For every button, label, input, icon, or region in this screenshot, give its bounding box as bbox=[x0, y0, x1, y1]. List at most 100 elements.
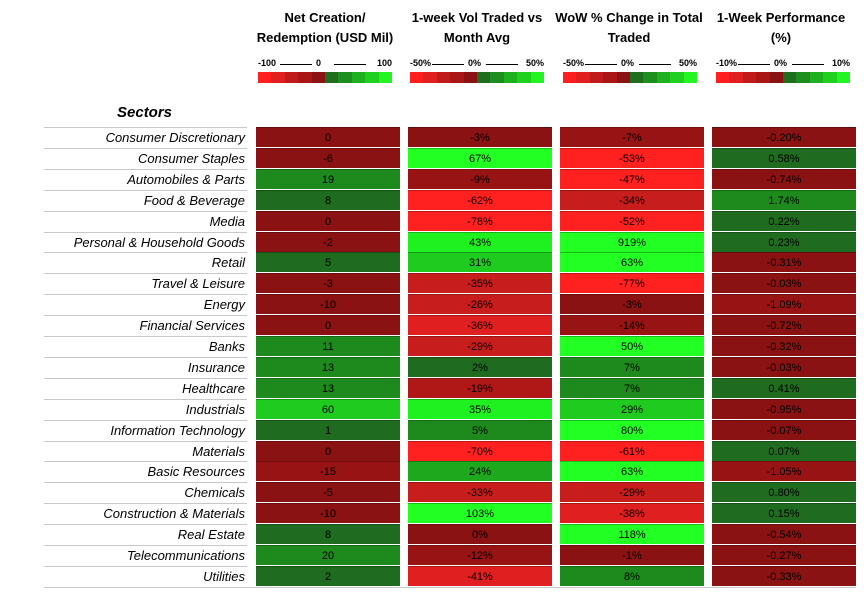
sector-label: Materials bbox=[44, 441, 247, 461]
heatmap-cell: -0.54% bbox=[712, 524, 856, 544]
scale-swatch bbox=[563, 72, 577, 83]
heatmap-cell: 118% bbox=[560, 524, 704, 544]
heatmap-cell: 7% bbox=[560, 357, 704, 377]
scale-swatch bbox=[823, 72, 837, 83]
heatmap-cell: -1% bbox=[560, 545, 704, 565]
heatmap-cell: 1 bbox=[256, 420, 400, 440]
column-header: Net Creation/ Redemption (USD Mil) bbox=[256, 10, 394, 45]
heatmap-cell: -47% bbox=[560, 169, 704, 189]
scale-tick-label: -50% bbox=[410, 58, 432, 68]
scale-swatch bbox=[670, 72, 684, 83]
scale-swatch bbox=[258, 72, 272, 83]
scale-tick-label: -10% bbox=[716, 58, 738, 68]
heatmap-cell: 0.07% bbox=[712, 441, 856, 461]
sector-label: Energy bbox=[44, 294, 247, 314]
scale-swatch bbox=[783, 72, 797, 83]
heatmap-cell: 2 bbox=[256, 566, 400, 586]
heatmap-cell: 0.80% bbox=[712, 482, 856, 502]
heatmap-cell: -10 bbox=[256, 294, 400, 314]
scale-arrow-right bbox=[486, 64, 518, 65]
heatmap-cell: -6 bbox=[256, 148, 400, 168]
heatmap-cell: -61% bbox=[560, 441, 704, 461]
heatmap-cell: -12% bbox=[408, 545, 552, 565]
heatmap-cell: -78% bbox=[408, 211, 552, 231]
heatmap-cell: 19 bbox=[256, 169, 400, 189]
scale-swatch bbox=[450, 72, 464, 83]
scale-swatch bbox=[809, 72, 824, 83]
scale-gradient-bar bbox=[563, 72, 698, 83]
scale-swatch bbox=[589, 72, 604, 83]
heatmap-cell: -26% bbox=[408, 294, 552, 314]
heatmap-cell: 0 bbox=[256, 441, 400, 461]
scale-arrow-right bbox=[639, 64, 671, 65]
sector-label: Chemicals bbox=[44, 482, 247, 502]
heatmap-cell: 103% bbox=[408, 503, 552, 523]
column-header: WoW % Change in Total Traded bbox=[555, 10, 703, 45]
heatmap-cell: 13 bbox=[256, 357, 400, 377]
heatmap-cell: 0 bbox=[256, 315, 400, 335]
heatmap-cell: 0.58% bbox=[712, 148, 856, 168]
color-scale: -50% 0% 50% bbox=[410, 58, 545, 84]
heatmap-cell: 63% bbox=[560, 461, 704, 481]
heatmap-cell: -53% bbox=[560, 148, 704, 168]
scale-swatch bbox=[351, 72, 366, 83]
heatmap-cell: 50% bbox=[560, 336, 704, 356]
heatmap-cell: -29% bbox=[560, 482, 704, 502]
scale-gradient-bar bbox=[716, 72, 851, 83]
scale-gradient-bar bbox=[258, 72, 393, 83]
heatmap-cell: -62% bbox=[408, 190, 552, 210]
scale-swatch bbox=[298, 72, 312, 83]
scale-arrow-left bbox=[280, 64, 312, 65]
scale-swatch bbox=[365, 72, 379, 83]
heatmap-cell: 24% bbox=[408, 461, 552, 481]
heatmap-cell: -0.32% bbox=[712, 336, 856, 356]
heatmap-cell: -38% bbox=[560, 503, 704, 523]
heatmap-cell: -41% bbox=[408, 566, 552, 586]
heatmap-cell: 919% bbox=[560, 232, 704, 252]
heatmap-cell: 0 bbox=[256, 211, 400, 231]
scale-swatch bbox=[742, 72, 757, 83]
scale-arrow-right bbox=[334, 64, 366, 65]
heatmap-cell: -0.03% bbox=[712, 357, 856, 377]
scale-swatch bbox=[716, 72, 730, 83]
heatmap-cell: -77% bbox=[560, 273, 704, 293]
scale-arrow-left bbox=[585, 64, 617, 65]
heatmap-cell: 0.41% bbox=[712, 378, 856, 398]
heatmap-cell: 0.22% bbox=[712, 211, 856, 231]
scale-tick-label: 100 bbox=[376, 58, 392, 68]
scale-swatch bbox=[490, 72, 504, 83]
scale-swatch bbox=[530, 72, 545, 83]
sector-label: Media bbox=[44, 211, 247, 231]
scale-swatch bbox=[729, 72, 743, 83]
column-header: 1-week Vol Traded vs Month Avg bbox=[411, 10, 543, 45]
heatmap-cell: -3 bbox=[256, 273, 400, 293]
scale-tick-label: -100 bbox=[258, 58, 277, 68]
heatmap-cell: -0.95% bbox=[712, 399, 856, 419]
heatmap-cell: -0.20% bbox=[712, 127, 856, 147]
sector-label: Construction & Materials bbox=[44, 503, 247, 523]
heatmap-cell: -2 bbox=[256, 232, 400, 252]
scale-swatch bbox=[436, 72, 451, 83]
heatmap-cell: -3% bbox=[408, 127, 552, 147]
heatmap-cell: 13 bbox=[256, 378, 400, 398]
scale-tick-label: 0 bbox=[316, 58, 322, 68]
sector-label: Information Technology bbox=[44, 420, 247, 440]
scale-tick-label: 50% bbox=[678, 58, 697, 68]
heatmap-cell: 11 bbox=[256, 336, 400, 356]
heatmap-cell: -0.72% bbox=[712, 315, 856, 335]
heatmap-cell: -1.05% bbox=[712, 461, 856, 481]
heatmap-cell: 2% bbox=[408, 357, 552, 377]
table-bottom-border bbox=[44, 587, 856, 588]
scale-swatch bbox=[756, 72, 770, 83]
sector-label: Utilities bbox=[44, 566, 247, 586]
sector-label: Real Estate bbox=[44, 524, 247, 544]
heatmap-cell: -0.33% bbox=[712, 566, 856, 586]
heatmap-cell: 0 bbox=[256, 127, 400, 147]
scale-swatch bbox=[836, 72, 851, 83]
scale-swatch bbox=[603, 72, 617, 83]
scale-swatch bbox=[643, 72, 657, 83]
heatmap-cell: 1.74% bbox=[712, 190, 856, 210]
sector-label: Basic Resources bbox=[44, 461, 247, 481]
heatmap-cell: -0.07% bbox=[712, 420, 856, 440]
